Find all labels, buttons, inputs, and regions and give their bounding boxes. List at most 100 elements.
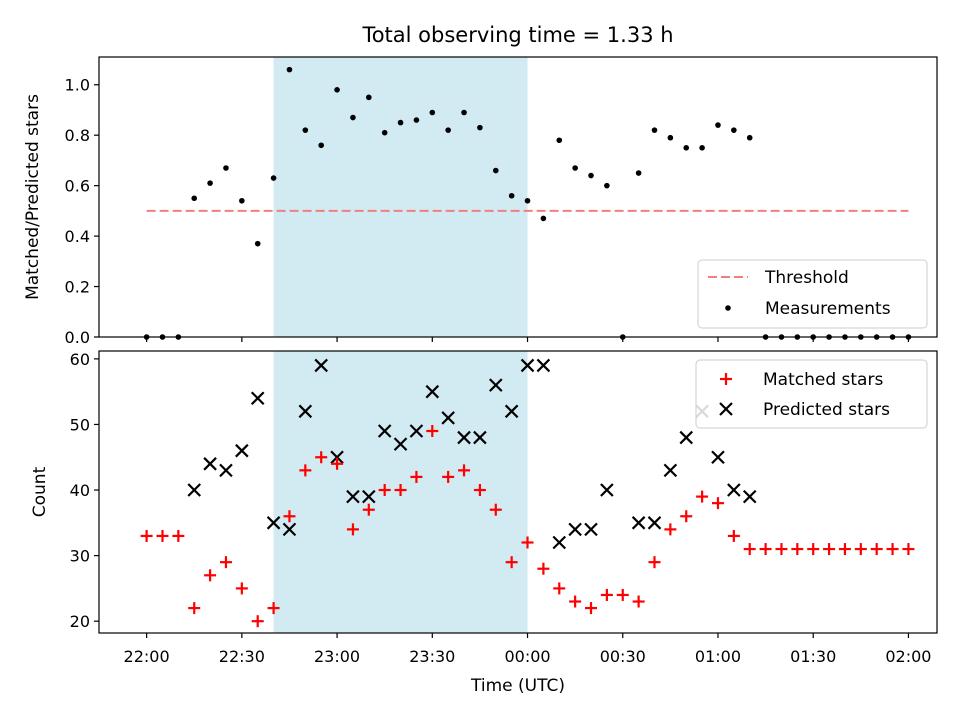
measurement-point bbox=[746, 134, 753, 141]
predicted-point bbox=[235, 443, 249, 458]
measurement-point bbox=[270, 175, 277, 181]
predicted-point bbox=[663, 463, 678, 478]
matched-point bbox=[331, 457, 344, 470]
count-y-ticks: 20 30 40 50 60 bbox=[70, 350, 99, 631]
measurement-point bbox=[286, 66, 293, 73]
matched-point bbox=[727, 529, 740, 542]
legend-matched-label: Matched stars bbox=[763, 370, 883, 390]
matched-point bbox=[600, 588, 613, 601]
matched-point bbox=[442, 470, 455, 483]
legend-matched-swatch bbox=[720, 373, 732, 385]
matched-point bbox=[616, 588, 629, 601]
legend-threshold-label: Threshold bbox=[764, 268, 849, 288]
matched-point bbox=[838, 543, 851, 556]
count-y-tick-label: 40 bbox=[70, 481, 90, 500]
ratio-plot-frame bbox=[98, 56, 938, 338]
ratio-highlight-span bbox=[273, 57, 528, 337]
predicted-point bbox=[377, 424, 392, 438]
predicted-point bbox=[711, 450, 725, 465]
ratio-y-tick-label: 0.2 bbox=[65, 278, 90, 297]
matched-point bbox=[188, 602, 201, 615]
predicted-point bbox=[504, 404, 519, 419]
measurement-point bbox=[207, 180, 213, 186]
predicted-point bbox=[250, 391, 265, 405]
matched-point bbox=[267, 602, 280, 615]
matched-point bbox=[204, 569, 217, 582]
measurement-point bbox=[239, 197, 245, 204]
measurement-point bbox=[683, 145, 690, 151]
matched-point bbox=[521, 536, 534, 549]
legend-measurement-swatch bbox=[725, 305, 731, 311]
matched-point bbox=[648, 556, 661, 569]
measurement-point bbox=[524, 197, 531, 204]
measurement-point bbox=[604, 182, 610, 189]
x-tick-label: 00:00 bbox=[504, 647, 550, 666]
x-tick-label: 23:00 bbox=[314, 647, 360, 666]
measurement-point bbox=[461, 109, 467, 116]
predicted-point bbox=[584, 522, 598, 537]
matched-point bbox=[346, 523, 359, 536]
count-y-tick-label: 20 bbox=[70, 612, 90, 631]
matched-point bbox=[854, 543, 867, 556]
matched-point bbox=[743, 543, 756, 556]
x-axis-title: Time (UTC) bbox=[470, 676, 565, 696]
matched-point bbox=[315, 451, 328, 464]
matched-point bbox=[775, 543, 788, 556]
predicted-point bbox=[457, 430, 471, 445]
predicted-point bbox=[647, 516, 662, 530]
predicted-point bbox=[742, 489, 757, 504]
x-tick-label: 02:00 bbox=[885, 647, 931, 666]
count-y-tick-label: 50 bbox=[70, 415, 90, 434]
predicted-point bbox=[203, 457, 217, 471]
matched-point bbox=[473, 484, 486, 497]
ratio-legend: Threshold Measurements bbox=[697, 259, 928, 329]
ratio-y-axis-title: Matched/Predicted stars bbox=[23, 94, 43, 300]
matched-points bbox=[140, 425, 915, 628]
measurement-point bbox=[508, 192, 515, 199]
matched-point bbox=[378, 484, 391, 497]
count-x-ticks: 22:00 22:30 23:00 23:30 00:00 00:30 01:00 01:30… bbox=[124, 633, 931, 666]
matched-point bbox=[235, 582, 248, 595]
matched-point bbox=[505, 556, 518, 569]
predicted-point bbox=[298, 404, 313, 419]
matched-point bbox=[569, 595, 582, 608]
x-tick-label: 01:30 bbox=[790, 647, 836, 666]
predicted-point bbox=[393, 437, 408, 451]
predicted-point bbox=[362, 489, 376, 504]
measurement-point bbox=[429, 109, 436, 116]
matched-point bbox=[585, 602, 598, 615]
measurement-point bbox=[588, 172, 594, 179]
ratio-y-tick-label: 1.0 bbox=[65, 76, 90, 95]
predicted-point bbox=[187, 483, 202, 497]
measurement-point bbox=[667, 134, 674, 141]
measurement-point bbox=[651, 127, 658, 133]
matched-point bbox=[553, 582, 566, 595]
matched-point bbox=[219, 556, 232, 569]
measurement-points bbox=[143, 66, 912, 340]
count-y-axis-title: Count bbox=[30, 466, 50, 517]
matched-point bbox=[458, 464, 471, 477]
measurement-point bbox=[635, 170, 642, 176]
x-tick-label: 01:00 bbox=[695, 647, 741, 666]
matched-point bbox=[680, 510, 693, 523]
predicted-point bbox=[679, 430, 694, 445]
measurement-point bbox=[477, 124, 483, 131]
measurement-point bbox=[413, 117, 420, 123]
predicted-point bbox=[631, 516, 646, 530]
matched-point bbox=[156, 529, 169, 542]
ratio-x-ticks bbox=[146, 337, 910, 342]
count-panel: 20 30 40 50 60 22:00 22:30 23:00 23:30 00:00 00:3… bbox=[30, 350, 938, 696]
ratio-legend-box bbox=[697, 259, 928, 329]
chart-title: Total observing time = 1.33 h bbox=[361, 23, 673, 47]
matched-point bbox=[426, 425, 439, 438]
predicted-point bbox=[441, 411, 455, 425]
ratio-y-tick-label: 0.6 bbox=[65, 177, 90, 196]
measurement-point bbox=[397, 119, 404, 126]
matched-point bbox=[759, 543, 772, 556]
ratio-y-tick-label: 0.4 bbox=[65, 227, 90, 246]
matched-point bbox=[140, 529, 153, 542]
matched-point bbox=[410, 470, 423, 483]
predicted-point bbox=[552, 535, 567, 550]
predicted-point bbox=[520, 358, 535, 373]
